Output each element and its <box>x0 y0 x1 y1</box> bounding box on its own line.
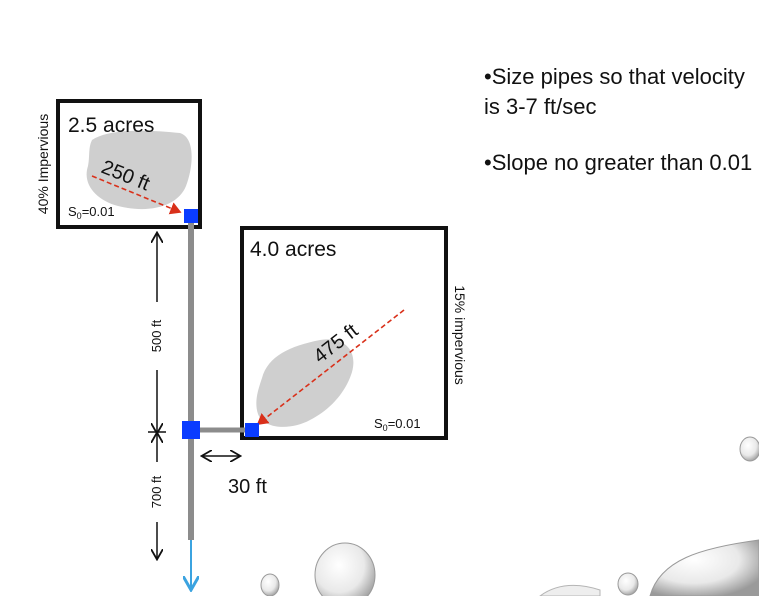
watershed-1-area-label: 2.5 acres <box>68 114 154 137</box>
watershed-2-area-label: 4.0 acres <box>250 238 336 261</box>
water-drop <box>260 573 280 596</box>
watershed-1: 2.5 acres 250 ft S0=0.01 40% Impervious <box>35 99 202 229</box>
watershed-1-impervious-label: 40% Impervious <box>35 114 51 214</box>
note-velocity: •Size pipes so that velocity is 3-7 ft/s… <box>484 64 745 119</box>
dimension-annotations: 500 ft 700 ft 30 ft <box>148 234 267 558</box>
water-drop <box>739 436 759 462</box>
watershed-2-area <box>256 339 354 427</box>
water-drop <box>649 539 759 596</box>
junction-node <box>182 421 200 439</box>
watershed-2-flow-path <box>256 309 405 425</box>
water-drop <box>314 542 376 596</box>
note-slope: •Slope no greater than 0.01 <box>484 150 753 175</box>
water-drop <box>539 585 601 596</box>
inlet-node-2 <box>245 423 259 437</box>
watershed-1-area <box>86 130 192 210</box>
water-drop <box>617 572 639 596</box>
pipe-network <box>182 209 259 588</box>
pipe1-length-label: 500 ft <box>149 319 164 352</box>
lateral-length-label: 30 ft <box>228 476 267 498</box>
watershed-2-impervious-label: 15% impervious <box>452 285 468 385</box>
inlet-node-1 <box>184 209 198 223</box>
watershed-2-slope: S0=0.01 <box>374 416 421 433</box>
watershed-1-slope: S0=0.01 <box>68 204 115 221</box>
design-notes: •Size pipes so that velocity is 3-7 ft/s… <box>484 62 754 204</box>
pipe2-length-label: 700 ft <box>149 475 164 508</box>
watershed-2: 4.0 acres 475 ft S0=0.01 15% impervious <box>240 226 468 440</box>
water-drops-decoration <box>260 436 759 596</box>
